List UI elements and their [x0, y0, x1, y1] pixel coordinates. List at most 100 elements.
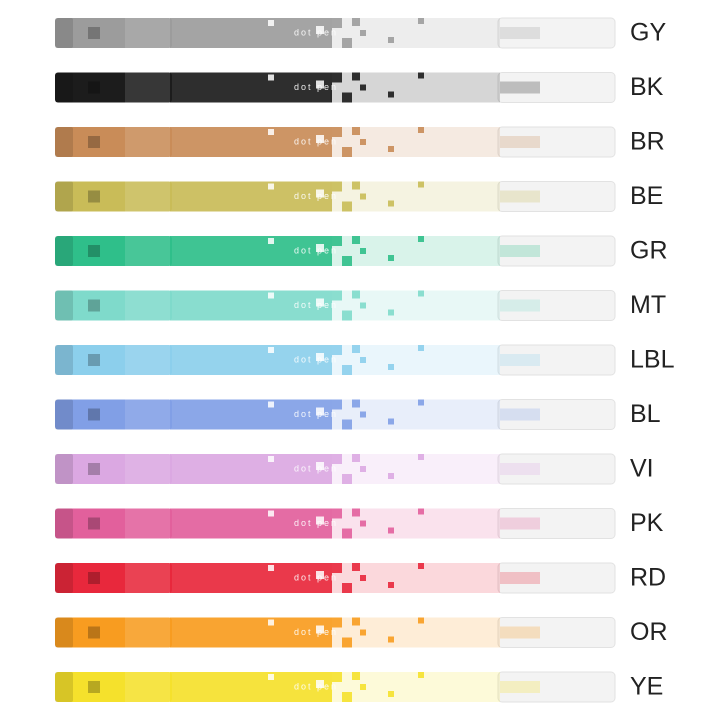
pen-cap-end [55, 672, 73, 702]
pen-clear-end [497, 562, 616, 594]
pen-body [170, 18, 332, 48]
pixel-square [332, 18, 342, 28]
pen-cap-shade [125, 181, 170, 212]
pen-cap-window [88, 572, 100, 584]
pixel-square [332, 236, 342, 246]
pixel-square [352, 508, 360, 517]
pen-clear-end [497, 453, 616, 485]
pixel-square [342, 474, 352, 484]
pixel-square [342, 38, 352, 48]
pixel-square [342, 201, 352, 212]
pen: dot pen LBL [55, 344, 675, 376]
pen-clear-end [497, 290, 616, 321]
pixel-square [268, 183, 274, 190]
pen-cap-shade [125, 345, 170, 375]
pen: dot pen PK [55, 508, 664, 539]
pen: dot pen BR [55, 126, 665, 158]
pixel-square [332, 617, 342, 628]
pixel-square [342, 528, 352, 539]
pen-tip-inner [500, 27, 540, 39]
pen: dot pen GY [55, 17, 666, 49]
pixel-square [418, 508, 424, 515]
pen-brand-text: dot pen [294, 627, 338, 637]
pixel-square [342, 365, 352, 375]
pen-label: BE [630, 182, 663, 210]
pen-label: RD [630, 564, 666, 592]
pen-cap-window [88, 27, 100, 39]
pen-tip-inner [500, 408, 540, 421]
pixel-square [352, 399, 360, 408]
pixel-square [352, 236, 360, 244]
pixel-square [388, 582, 394, 588]
pen-cap-shade [125, 72, 170, 103]
pen-cap-window [88, 681, 100, 693]
pen-cap-shade [125, 617, 170, 648]
pen: dot pen BK [55, 72, 664, 103]
pixel-square [352, 563, 360, 571]
pen-tip-inner [500, 299, 540, 312]
pen: dot pen OR [55, 617, 668, 648]
pixel-square [332, 672, 342, 682]
pixel-square [316, 353, 324, 361]
pixel-square [418, 236, 424, 242]
pixel-square [342, 256, 352, 266]
pen-cap-window [88, 81, 100, 94]
pixel-square [268, 292, 274, 299]
pen: dot pen BE [55, 181, 663, 212]
pixel-square [352, 617, 360, 626]
pen-cap-end [55, 18, 73, 48]
pen-cap [55, 290, 172, 321]
pixel-square [316, 680, 324, 688]
pixel-square [342, 92, 352, 103]
pen: dot pen BL [55, 399, 661, 430]
pen-cap [55, 72, 172, 103]
pixel-square [418, 454, 424, 460]
pen-label: BL [630, 400, 661, 428]
pen-cap-end [55, 236, 73, 266]
pen-label: PK [630, 509, 664, 537]
pixel-square [332, 72, 342, 83]
pen-tip-inner [500, 463, 540, 475]
pixel-square [268, 347, 274, 353]
pen: dot pen GR [55, 235, 668, 267]
pixel-square [360, 302, 366, 309]
pen-cap-window [88, 517, 100, 530]
pen-tip-inner [500, 354, 540, 366]
pen-cap [55, 181, 172, 212]
pixel-square [360, 84, 366, 91]
pixel-square [342, 147, 352, 157]
pen-label: BK [630, 73, 664, 101]
pen-cap-end [55, 508, 73, 539]
pen: dot pen VI [55, 453, 654, 485]
pixel-square [418, 18, 424, 24]
pixel-square [342, 637, 352, 648]
pen-clear-end [497, 617, 616, 648]
pen-brand-text: dot pen [294, 136, 338, 146]
pixel-square [352, 72, 360, 81]
pen-tip-inner [500, 81, 540, 94]
pixel-square [418, 127, 424, 133]
pen-clear-end [497, 344, 616, 376]
pen-body [170, 672, 332, 702]
pixel-square [316, 26, 324, 34]
pixel-square [388, 636, 394, 643]
pen-cap [55, 454, 172, 484]
pen-body [170, 399, 332, 430]
pen-body [170, 127, 332, 157]
pixel-square [352, 454, 360, 462]
pixel-square [360, 629, 366, 636]
pen-clear-end [497, 17, 616, 49]
pixel-square [418, 290, 424, 297]
pen-clear-end [497, 72, 616, 103]
pen-brand-text: dot pen [294, 518, 338, 528]
pen-label: YE [630, 673, 663, 701]
pixel-square [352, 290, 360, 299]
pixel-square [352, 18, 360, 26]
pen-cap-end [55, 454, 73, 484]
pixel-square [342, 692, 352, 702]
pixel-square [332, 345, 342, 355]
pen-cap-end [55, 345, 73, 375]
pixel-square [360, 248, 366, 254]
pen-brand-text: dot pen [294, 27, 338, 37]
pen-tip-inner [500, 572, 540, 584]
